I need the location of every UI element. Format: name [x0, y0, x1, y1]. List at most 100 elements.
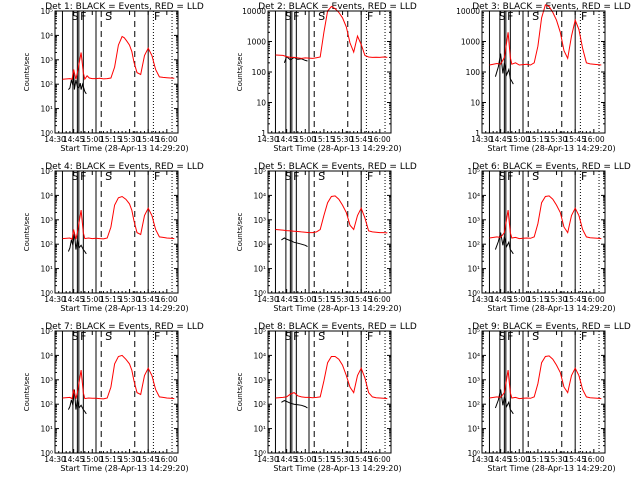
y-tick-label: 10000 [456, 7, 480, 16]
x-tick-label: 15:00 [81, 295, 103, 304]
y-tick-label: 10¹ [467, 265, 480, 274]
x-tick-label: 15:00 [81, 135, 103, 144]
x-tick-label: 15:15 [527, 455, 549, 464]
x-tick-label: 14:30 [257, 135, 279, 144]
x-tick-label: 14:45 [490, 135, 512, 144]
annotation-letter: F [293, 170, 299, 183]
x-tick-label: 15:30 [119, 135, 141, 144]
y-tick-label: 10⁰ [467, 449, 480, 458]
x-tick-label: 15:30 [332, 455, 354, 464]
x-tick-label: 15:30 [546, 455, 568, 464]
x-tick-label: 14:45 [276, 295, 298, 304]
x-tick-label: 14:30 [471, 135, 493, 144]
series-line-lld [275, 195, 388, 234]
annotation-letter: S [72, 10, 79, 23]
y-tick-label: 10⁰ [467, 289, 480, 298]
x-tick-label: 15:45 [564, 455, 586, 464]
axes-frame [481, 10, 606, 134]
annotation-letter: S [532, 330, 539, 343]
y-tick-label: 1000 [247, 38, 266, 47]
y-tick-label: 10000 [242, 7, 266, 16]
x-tick-label: 16:00 [369, 135, 391, 144]
y-tick-label: 1 [261, 129, 266, 138]
x-tick-label: 15:15 [100, 295, 122, 304]
axes-frame [54, 170, 179, 294]
annotation-letter: F [80, 170, 86, 183]
x-axis-label: Start Time (28-Apr-13 14:29:20) [60, 304, 188, 313]
x-tick-label: 14:45 [490, 455, 512, 464]
x-tick-label: 15:00 [294, 455, 316, 464]
x-tick-label: 15:30 [119, 295, 141, 304]
annotation-letter: F [581, 10, 587, 23]
x-axis-label: Start Time (28-Apr-13 14:29:20) [273, 144, 401, 153]
annotation-letter: S [105, 330, 112, 343]
y-tick-label: 10² [467, 400, 480, 409]
x-tick-label: 15:30 [546, 295, 568, 304]
y-tick-label: 100 [466, 68, 481, 77]
x-tick-label: 16:00 [369, 455, 391, 464]
x-tick-label: 15:00 [508, 135, 530, 144]
chart-title: Det 1: BLACK = Events, RED = LLD [45, 2, 204, 12]
axes-frame [267, 10, 392, 134]
y-tick-label: 10² [467, 240, 480, 249]
annotation-letter: S [72, 170, 79, 183]
x-tick-label: 14:45 [276, 135, 298, 144]
x-tick-label: 15:45 [350, 455, 372, 464]
x-tick-label: 14:30 [471, 455, 493, 464]
y-tick-label: 10³ [253, 376, 266, 385]
x-tick-label: 16:00 [583, 295, 605, 304]
annotation-letter: F [367, 10, 373, 23]
series-line-events [67, 232, 87, 255]
x-tick-label: 15:00 [508, 295, 530, 304]
y-tick-label: 10¹ [40, 105, 53, 114]
annotation-letter: S [105, 10, 112, 23]
y-tick-label: 10³ [40, 56, 53, 65]
x-tick-label: 15:15 [527, 295, 549, 304]
y-tick-label: 100 [252, 68, 267, 77]
y-tick-label: 10⁴ [253, 191, 266, 200]
x-axis-label: Start Time (28-Apr-13 14:29:20) [60, 464, 188, 473]
x-tick-label: 15:45 [137, 135, 159, 144]
x-tick-label: 15:45 [137, 295, 159, 304]
x-tick-label: 16:00 [583, 455, 605, 464]
x-tick-label: 14:45 [276, 455, 298, 464]
x-tick-label: 15:30 [332, 295, 354, 304]
axes-frame [54, 330, 179, 454]
x-tick-label: 14:30 [44, 135, 66, 144]
y-tick-label: 10² [40, 80, 53, 89]
chart-title: Det 2: BLACK = Events, RED = LLD [258, 2, 417, 12]
y-tick-label: 10⁰ [253, 449, 266, 458]
y-tick-label: 10⁵ [467, 167, 480, 176]
annotation-letter: F [154, 10, 160, 23]
y-tick-label: 10 [470, 99, 480, 108]
annotation-letter: F [367, 170, 373, 183]
y-tick-label: 10³ [467, 376, 480, 385]
annotation-letter: S [318, 10, 325, 23]
x-tick-label: 15:15 [313, 135, 335, 144]
chart-title: Det 4: BLACK = Events, RED = LLD [45, 162, 204, 172]
annotation-letter: S [532, 170, 539, 183]
annotation-letter: F [507, 170, 513, 183]
x-axis-label: Start Time (28-Apr-13 14:29:20) [487, 304, 615, 313]
annotation-letter: F [80, 330, 86, 343]
series-line-lld [489, 195, 602, 240]
x-tick-label: 15:00 [81, 455, 103, 464]
annotation-letter: S [499, 330, 506, 343]
y-tick-label: 10⁵ [40, 7, 53, 16]
annotation-letter: F [293, 10, 299, 23]
chart-title: Det 3: BLACK = Events, RED = LLD [472, 2, 631, 12]
x-axis-label: Start Time (28-Apr-13 14:29:20) [487, 464, 615, 473]
x-tick-label: 16:00 [369, 295, 391, 304]
y-tick-label: 10⁴ [467, 351, 480, 360]
series-line-events [494, 389, 514, 415]
chart-title: Det 9: BLACK = Events, RED = LLD [472, 322, 631, 332]
series-line-lld [275, 356, 388, 400]
x-tick-label: 15:15 [100, 455, 122, 464]
y-axis-label: Counts/sec [236, 213, 244, 252]
x-tick-label: 15:00 [294, 135, 316, 144]
x-tick-label: 15:30 [546, 135, 568, 144]
x-tick-label: 15:45 [350, 135, 372, 144]
